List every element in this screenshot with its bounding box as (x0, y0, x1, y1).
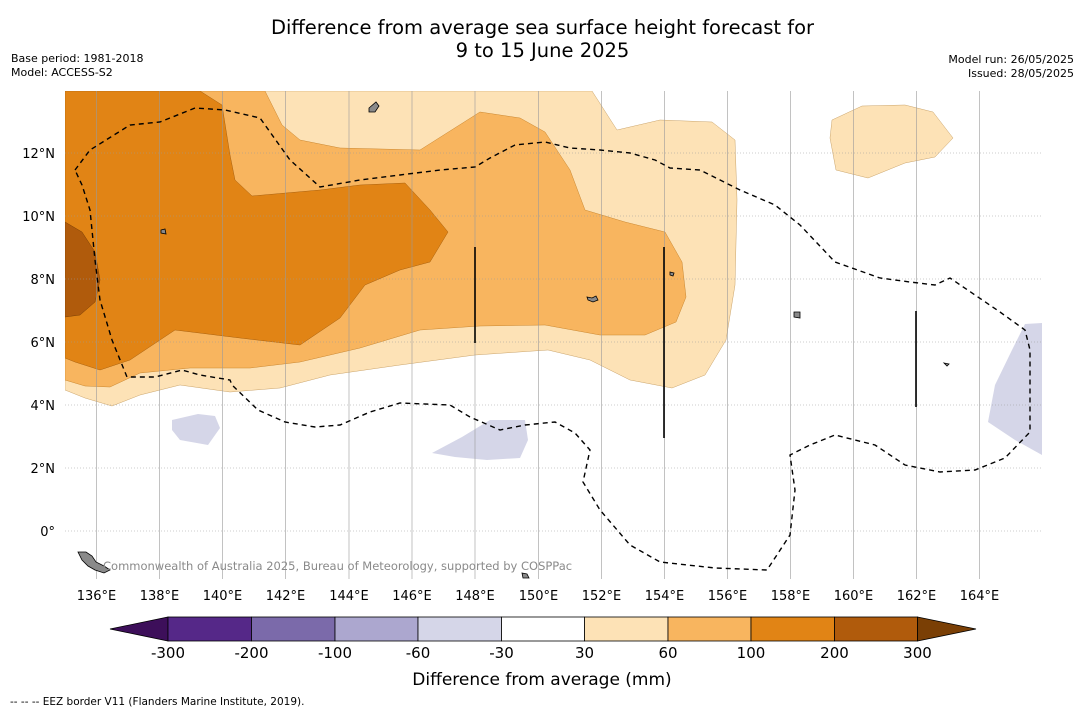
anomaly-region-200-300 (65, 221, 101, 318)
lat-label: 2°N (31, 462, 56, 477)
anomaly-region-neg30-c (988, 323, 1042, 455)
colorbar (109, 616, 977, 642)
colorbar-label: -100 (318, 644, 352, 662)
lon-label: 158°E (771, 589, 811, 604)
lon-label: 150°E (519, 589, 559, 604)
colorbar-segment (251, 616, 336, 642)
lon-label: 162°E (897, 589, 937, 604)
anomaly-region-neg30-b (432, 420, 528, 460)
colorbar-segment (167, 616, 252, 642)
base-period-label: Base period: 1981-2018 (11, 52, 144, 65)
colorbar-segment (750, 616, 835, 642)
latitude-labels: 12°N 10°N 8°N 6°N 4°N 2°N 0° (22, 147, 55, 540)
colorbar-labels: -300 -200 -100 -60 -30 30 60 100 200 300 (151, 644, 932, 662)
islands (77, 101, 950, 579)
colorbar-segment (667, 616, 752, 642)
lon-label: 154°E (645, 589, 685, 604)
colorbar-segment (834, 616, 918, 642)
colorbar-label: 200 (820, 644, 849, 662)
colorbar-label: -200 (234, 644, 268, 662)
colorbar-label: 300 (903, 644, 932, 662)
colorbar-extend-low (109, 616, 169, 642)
anomaly-region-30-60-northeast (829, 104, 954, 179)
anomaly-region-100-200 (65, 91, 449, 371)
lat-label: 4°N (31, 399, 56, 414)
colorbar-label: 30 (575, 644, 594, 662)
lon-label: 148°E (455, 589, 495, 604)
lat-label: 10°N (22, 210, 55, 225)
map-panel: Commonwealth of Australia 2025, Bureau o… (65, 91, 1042, 579)
issued-label: Issued: 28/05/2025 (967, 67, 1074, 80)
colorbar-label: 100 (737, 644, 766, 662)
lon-label: 152°E (582, 589, 622, 604)
anomaly-region-neg30-a (172, 414, 220, 445)
colorbar-segment (584, 616, 669, 642)
meridian-marker-lines (474, 247, 917, 438)
lon-label: 160°E (834, 589, 874, 604)
copyright-notice: Commonwealth of Australia 2025, Bureau o… (103, 559, 572, 573)
lon-label: 146°E (392, 589, 432, 604)
colorbar-segment (501, 616, 585, 642)
map-title-line1: Difference from average sea surface heig… (270, 16, 815, 39)
lon-label: 164°E (960, 589, 1000, 604)
map-gridlines (65, 91, 1042, 579)
colorbar-extend-high (917, 616, 977, 642)
longitude-labels: 136°E 138°E 140°E 142°E 144°E 146°E 148°… (77, 589, 1000, 604)
lat-label: 6°N (31, 336, 56, 351)
colorbar-segment (417, 616, 502, 642)
lon-label: 144°E (329, 589, 369, 604)
colorbar-segment (334, 616, 419, 642)
model-run-label: Model run: 26/05/2025 (948, 53, 1074, 66)
lat-label: 0° (40, 525, 55, 540)
eez-border (74, 107, 1031, 571)
lon-label: 156°E (708, 589, 748, 604)
lon-label: 136°E (77, 589, 117, 604)
colorbar-label: -30 (489, 644, 514, 662)
lon-label: 142°E (266, 589, 306, 604)
lat-label: 8°N (31, 273, 56, 288)
lon-label: 138°E (140, 589, 180, 604)
colorbar-label: -60 (406, 644, 431, 662)
colorbar-label: 60 (658, 644, 677, 662)
lat-label: 12°N (22, 147, 55, 162)
model-label: Model: ACCESS-S2 (11, 66, 113, 79)
eez-legend-footnote: -- -- -- EEZ border V11 (Flanders Marine… (10, 696, 305, 708)
colorbar-label: -300 (151, 644, 185, 662)
map-title-line2: 9 to 15 June 2025 (455, 39, 630, 62)
colorbar-title: Difference from average (mm) (412, 670, 671, 690)
lon-label: 140°E (203, 589, 243, 604)
